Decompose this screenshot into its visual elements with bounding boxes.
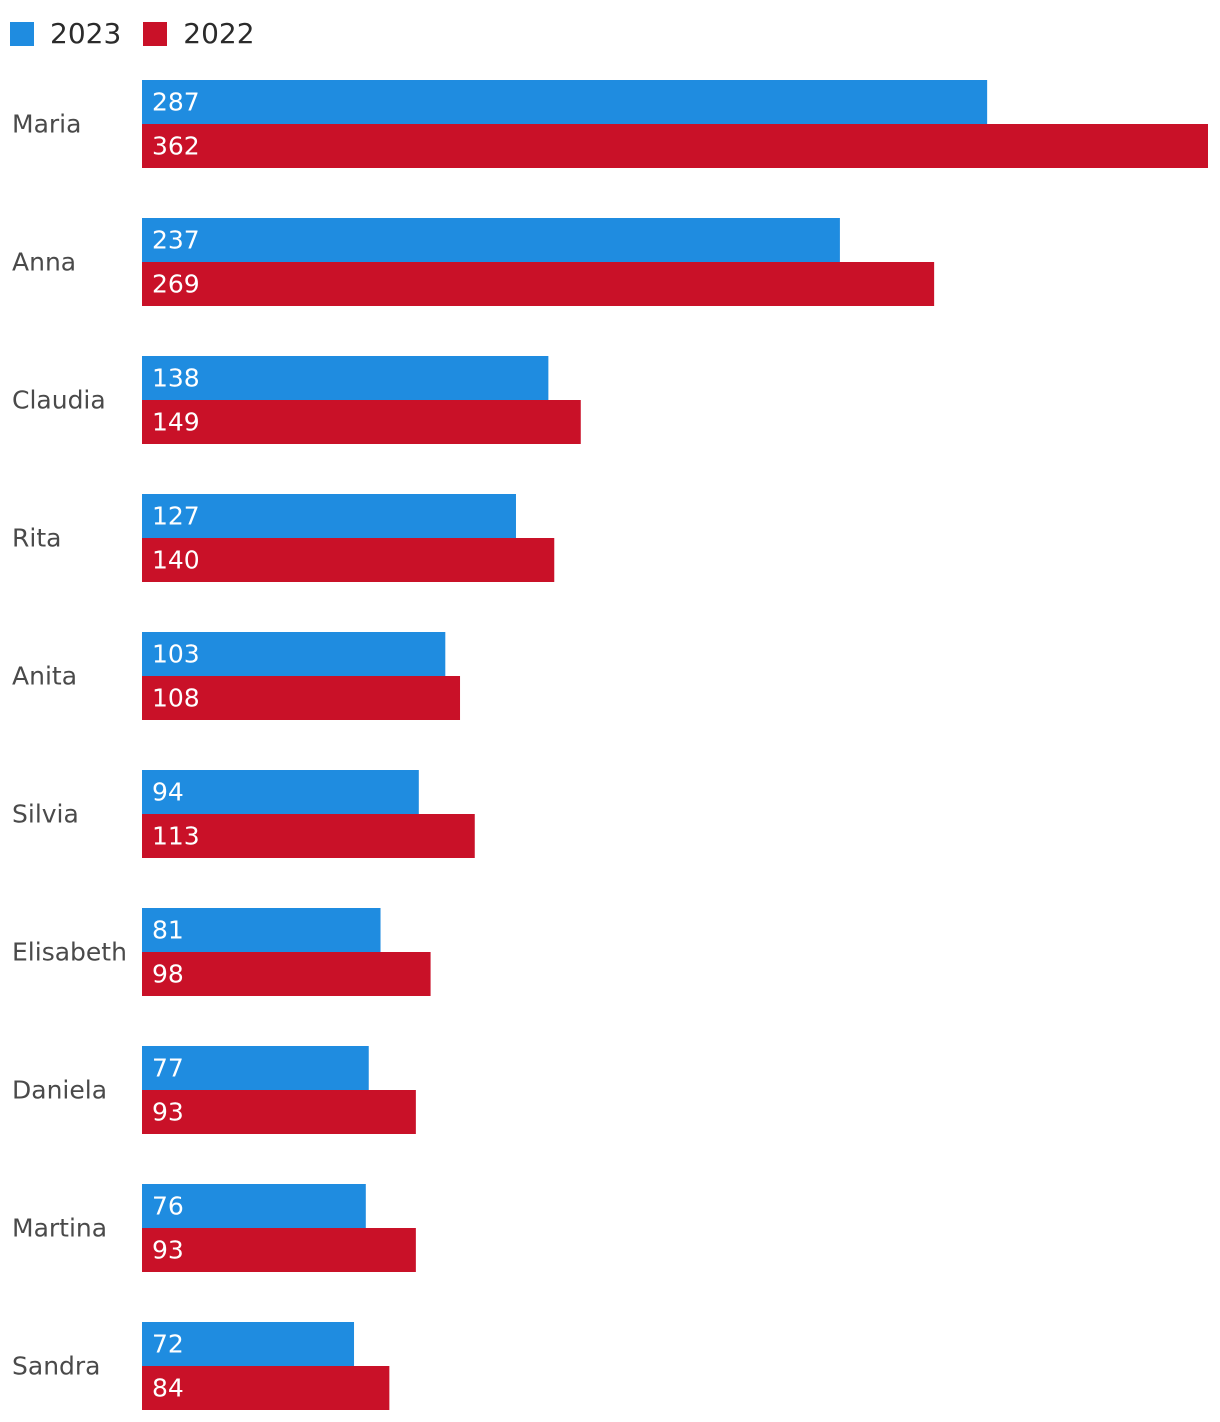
data-label-claudia-2022: 149 <box>152 408 200 437</box>
data-label-rita-2023: 127 <box>152 502 200 531</box>
legend-swatch-2023 <box>10 22 34 46</box>
bar-elisabeth-2023 <box>142 908 381 952</box>
category-label-elisabeth: Elisabeth <box>12 938 127 967</box>
bar-silvia-2023 <box>142 770 419 814</box>
legend-item-2023: 2023 <box>10 14 121 54</box>
bar-sandra-2022 <box>142 1366 390 1410</box>
data-label-sandra-2022: 84 <box>152 1374 184 1403</box>
category-label-anna: Anna <box>12 248 76 277</box>
bar-daniela-2022 <box>142 1090 416 1134</box>
legend: 2023 2022 <box>10 14 277 54</box>
bar-martina-2022 <box>142 1228 416 1272</box>
bar-rita-2023 <box>142 494 516 538</box>
bar-claudia-2022 <box>142 400 581 444</box>
data-label-daniela-2023: 77 <box>152 1054 184 1083</box>
data-label-maria-2023: 287 <box>152 88 200 117</box>
bar-anna-2023 <box>142 218 840 262</box>
legend-label-2022: 2022 <box>183 17 255 50</box>
category-label-daniela: Daniela <box>12 1076 107 1105</box>
data-label-martina-2023: 76 <box>152 1192 184 1221</box>
data-label-anna-2022: 269 <box>152 270 200 299</box>
data-label-anita-2022: 108 <box>152 684 200 713</box>
data-label-rita-2022: 140 <box>152 546 200 575</box>
category-label-sandra: Sandra <box>12 1352 101 1381</box>
bar-claudia-2023 <box>142 356 549 400</box>
category-label-rita: Rita <box>12 524 61 553</box>
bar-maria-2023 <box>142 80 988 124</box>
bar-anna-2022 <box>142 262 935 306</box>
bar-anita-2022 <box>142 676 461 720</box>
legend-item-2022: 2022 <box>143 14 255 54</box>
data-label-martina-2022: 93 <box>152 1236 184 1265</box>
legend-label-2023: 2023 <box>50 17 122 50</box>
data-label-daniela-2022: 93 <box>152 1098 184 1127</box>
data-label-anita-2023: 103 <box>152 640 200 669</box>
data-label-silvia-2023: 94 <box>152 778 184 807</box>
data-label-anna-2023: 237 <box>152 226 200 255</box>
data-label-sandra-2023: 72 <box>152 1330 184 1359</box>
bar-sandra-2023 <box>142 1322 355 1366</box>
data-label-maria-2022: 362 <box>152 132 200 161</box>
legend-swatch-2022 <box>143 22 168 46</box>
category-label-maria: Maria <box>12 110 81 139</box>
data-label-silvia-2022: 113 <box>152 822 200 851</box>
bar-anita-2023 <box>142 632 446 676</box>
data-label-elisabeth-2022: 98 <box>152 960 184 989</box>
category-label-silvia: Silvia <box>12 800 79 829</box>
data-label-claudia-2023: 138 <box>152 364 200 393</box>
category-label-martina: Martina <box>12 1214 107 1243</box>
bar-silvia-2022 <box>142 814 475 858</box>
category-label-claudia: Claudia <box>12 386 106 415</box>
bar-daniela-2023 <box>142 1046 369 1090</box>
bar-rita-2022 <box>142 538 555 582</box>
category-label-anita: Anita <box>12 662 77 691</box>
data-label-elisabeth-2023: 81 <box>152 916 184 945</box>
bar-maria-2022 <box>142 124 1208 168</box>
bar-elisabeth-2022 <box>142 952 431 996</box>
bar-martina-2023 <box>142 1184 366 1228</box>
